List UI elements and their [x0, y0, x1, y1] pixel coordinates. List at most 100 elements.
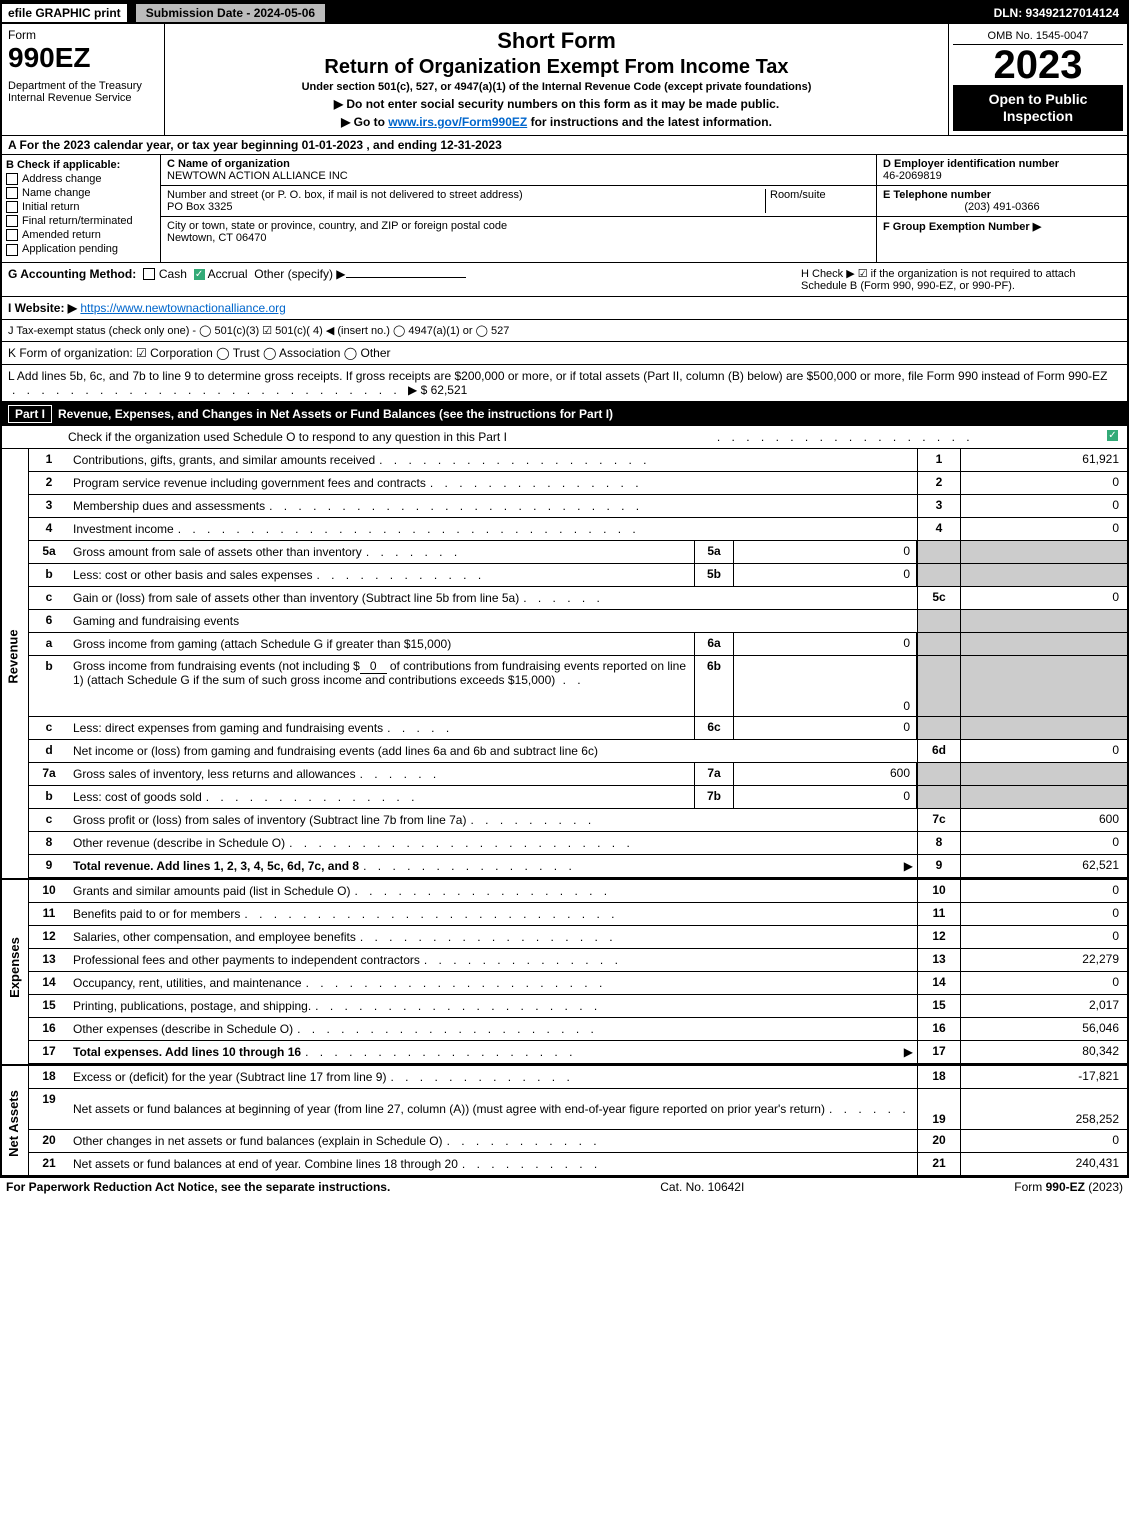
- dept-treasury: Department of the Treasury Internal Reve…: [8, 80, 158, 104]
- cb-name-change[interactable]: Name change: [6, 187, 156, 199]
- line-5c: c Gain or (loss) from sale of assets oth…: [29, 587, 1127, 610]
- line-1: 1 Contributions, gifts, grants, and simi…: [29, 449, 1127, 472]
- row-a-calendar-year: A For the 2023 calendar year, or tax yea…: [2, 136, 1127, 155]
- line-15: 15 Printing, publications, postage, and …: [29, 995, 1127, 1018]
- e-label: E Telephone number: [883, 189, 991, 201]
- tax-year: 2023: [953, 45, 1123, 85]
- cb-amended-return[interactable]: Amended return: [6, 229, 156, 241]
- open-to-public: Open to Public Inspection: [953, 85, 1123, 131]
- col-def: D Employer identification number 46-2069…: [876, 155, 1127, 262]
- g-other: Other (specify) ▶: [254, 267, 345, 281]
- instr2-pre: ▶ Go to: [341, 115, 388, 129]
- line-17: 17 Total expenses. Add lines 10 through …: [29, 1041, 1127, 1064]
- row-k-form-org: K Form of organization: ☑ Corporation ◯ …: [2, 342, 1127, 365]
- part1-label: Part I: [8, 405, 52, 423]
- line-12: 12 Salaries, other compensation, and emp…: [29, 926, 1127, 949]
- g-other-input[interactable]: [346, 277, 466, 278]
- dln-label: DLN: 93492127014124: [994, 6, 1127, 20]
- irs-link[interactable]: www.irs.gov/Form990EZ: [388, 115, 527, 129]
- line-2: 2 Program service revenue including gove…: [29, 472, 1127, 495]
- row-l-gross-receipts: L Add lines 5b, 6c, and 7b to line 9 to …: [2, 365, 1127, 402]
- val-13: 22,279: [960, 949, 1127, 971]
- val-5c: 0: [960, 587, 1127, 609]
- part1-header: Part I Revenue, Expenses, and Changes in…: [2, 402, 1127, 426]
- lines-netassets: 18 Excess or (deficit) for the year (Sub…: [29, 1066, 1127, 1175]
- val-16: 56,046: [960, 1018, 1127, 1040]
- cb-final-return[interactable]: Final return/terminated: [6, 215, 156, 227]
- main-table-expenses: Expenses 10 Grants and similar amounts p…: [2, 878, 1127, 1064]
- val-14: 0: [960, 972, 1127, 994]
- part1-check-text: Check if the organization used Schedule …: [8, 430, 584, 444]
- val-6d: 0: [960, 740, 1127, 762]
- form-number: 990EZ: [8, 42, 158, 74]
- c-street-label: Number and street (or P. O. box, if mail…: [167, 189, 523, 201]
- arrow-icon: ▶: [904, 1045, 913, 1059]
- e-telephone: E Telephone number (203) 491-0366: [877, 186, 1127, 217]
- val-3: 0: [960, 495, 1127, 517]
- submission-date: Submission Date - 2024-05-06: [135, 3, 326, 23]
- c-street-block: Number and street (or P. O. box, if mail…: [161, 186, 876, 217]
- line-6a: a Gross income from gaming (attach Sched…: [29, 633, 1127, 656]
- efile-print-label[interactable]: efile GRAPHIC print: [2, 4, 129, 22]
- val-6c: 0: [734, 717, 917, 739]
- col-c-org-info: C Name of organization NEWTOWN ACTION AL…: [161, 155, 876, 262]
- line-3: 3 Membership dues and assessments. . . .…: [29, 495, 1127, 518]
- line-7c: c Gross profit or (loss) from sales of i…: [29, 809, 1127, 832]
- line-6b: b Gross income from fundraising events (…: [29, 656, 1127, 717]
- val-6b: 0: [734, 656, 917, 716]
- line-13: 13 Professional fees and other payments …: [29, 949, 1127, 972]
- header-left: Form 990EZ Department of the Treasury In…: [2, 24, 165, 135]
- sidebar-expenses: Expenses: [2, 880, 29, 1064]
- sidebar-revenue: Revenue: [2, 449, 29, 878]
- sidebar-netassets: Net Assets: [2, 1066, 29, 1175]
- sidebar-expenses-label: Expenses: [7, 937, 22, 998]
- cb-address-change[interactable]: Address change: [6, 173, 156, 185]
- main-table: Revenue 1 Contributions, gifts, grants, …: [2, 449, 1127, 878]
- line-16: 16 Other expenses (describe in Schedule …: [29, 1018, 1127, 1041]
- org-street: PO Box 3325: [167, 201, 232, 213]
- org-city: Newtown, CT 06470: [167, 232, 266, 244]
- footer: For Paperwork Reduction Act Notice, see …: [0, 1177, 1129, 1196]
- col-b-checkboxes: B Check if applicable: Address change Na…: [2, 155, 161, 262]
- form-word: Form: [8, 28, 158, 42]
- main-table-netassets: Net Assets 18 Excess or (deficit) for th…: [2, 1064, 1127, 1175]
- val-20: 0: [960, 1130, 1127, 1152]
- sidebar-revenue-label: Revenue: [6, 629, 21, 683]
- part1-check-row: Check if the organization used Schedule …: [2, 426, 1127, 449]
- c-name-label: C Name of organization: [167, 158, 290, 170]
- room-suite-label: Room/suite: [765, 189, 870, 213]
- val-9: 62,521: [960, 855, 1127, 877]
- line-5b: b Less: cost or other basis and sales ex…: [29, 564, 1127, 587]
- line-4: 4 Investment income. . . . . . . . . . .…: [29, 518, 1127, 541]
- line-20: 20 Other changes in net assets or fund b…: [29, 1130, 1127, 1153]
- line-6d: d Net income or (loss) from gaming and f…: [29, 740, 1127, 763]
- title-short-form: Short Form: [171, 28, 942, 54]
- val-5b: 0: [734, 564, 917, 586]
- d-ein: D Employer identification number 46-2069…: [877, 155, 1127, 186]
- header-center: Short Form Return of Organization Exempt…: [165, 24, 948, 135]
- cb-accrual-checked[interactable]: ✓: [194, 269, 205, 280]
- h-schedule-b: H Check ▶ ☑ if the organization is not r…: [801, 267, 1121, 292]
- val-10: 0: [960, 880, 1127, 902]
- g-accounting: G Accounting Method: Cash ✓Accrual Other…: [8, 267, 801, 292]
- line-7b: b Less: cost of goods sold. . . . . . . …: [29, 786, 1127, 809]
- line-19: 19 Net assets or fund balances at beginn…: [29, 1089, 1127, 1130]
- header: Form 990EZ Department of the Treasury In…: [2, 24, 1127, 136]
- val-4: 0: [960, 518, 1127, 540]
- line-11: 11 Benefits paid to or for members. . . …: [29, 903, 1127, 926]
- val-21: 240,431: [960, 1153, 1127, 1175]
- line-6c: c Less: direct expenses from gaming and …: [29, 717, 1127, 740]
- l-text: L Add lines 5b, 6c, and 7b to line 9 to …: [8, 369, 1107, 383]
- val-6b-contrib: 0: [360, 659, 387, 674]
- val-5a: 0: [734, 541, 917, 563]
- part1-checkbox-checked[interactable]: ✓: [1107, 430, 1118, 441]
- website-link[interactable]: https://www.newtownactionalliance.org: [80, 301, 285, 315]
- row-gh: G Accounting Method: Cash ✓Accrual Other…: [2, 263, 1127, 297]
- lines-revenue: 1 Contributions, gifts, grants, and simi…: [29, 449, 1127, 878]
- cb-application-pending[interactable]: Application pending: [6, 243, 156, 255]
- section-bcdef: B Check if applicable: Address change Na…: [2, 155, 1127, 263]
- cb-cash[interactable]: [143, 268, 155, 280]
- cb-initial-return[interactable]: Initial return: [6, 201, 156, 213]
- line-18: 18 Excess or (deficit) for the year (Sub…: [29, 1066, 1127, 1089]
- f-label: F Group Exemption Number ▶: [883, 221, 1041, 233]
